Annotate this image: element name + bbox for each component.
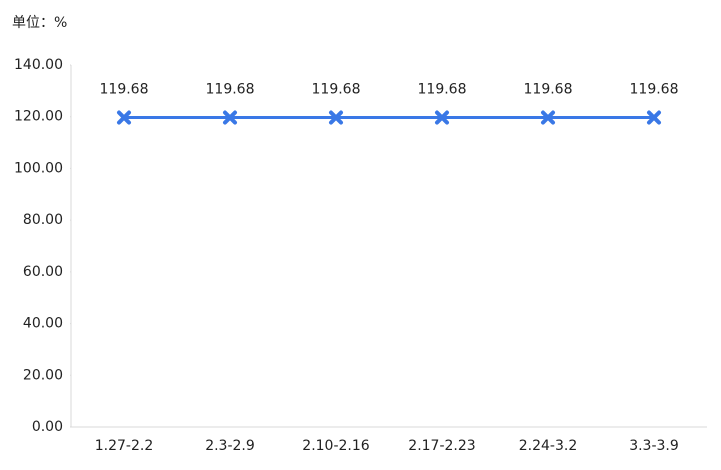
data-label: 119.68	[524, 82, 573, 98]
x-tick-label: 3.3-3.9	[629, 438, 679, 454]
marker	[329, 110, 343, 125]
y-tick-label: 20.00	[23, 367, 63, 383]
x-tick-label: 2.3-2.9	[205, 438, 255, 454]
y-tick-label: 120.00	[14, 109, 63, 125]
data-label: 119.68	[206, 82, 255, 98]
data-label: 119.68	[100, 82, 149, 98]
y-tick-label: 100.00	[14, 160, 63, 176]
marker	[223, 110, 237, 125]
marker	[647, 110, 661, 125]
unit-label: 单位：%	[12, 15, 67, 31]
marker	[541, 110, 555, 125]
data-label: 119.68	[630, 82, 679, 98]
x-tick-label: 2.24-3.2	[519, 438, 578, 454]
data-label: 119.68	[418, 82, 467, 98]
y-tick-label: 80.00	[23, 212, 63, 228]
data-label: 119.68	[312, 82, 361, 98]
y-tick-label: 40.00	[23, 316, 63, 332]
x-tick-label: 2.10-2.16	[302, 438, 369, 454]
y-tick-label: 140.00	[14, 57, 63, 73]
marker	[117, 110, 131, 125]
y-tick-label: 60.00	[23, 264, 63, 280]
x-tick-label: 2.17-2.23	[408, 438, 475, 454]
marker	[435, 110, 449, 125]
x-tick-label: 1.27-2.2	[95, 438, 154, 454]
y-tick-label: 0.00	[32, 419, 63, 435]
